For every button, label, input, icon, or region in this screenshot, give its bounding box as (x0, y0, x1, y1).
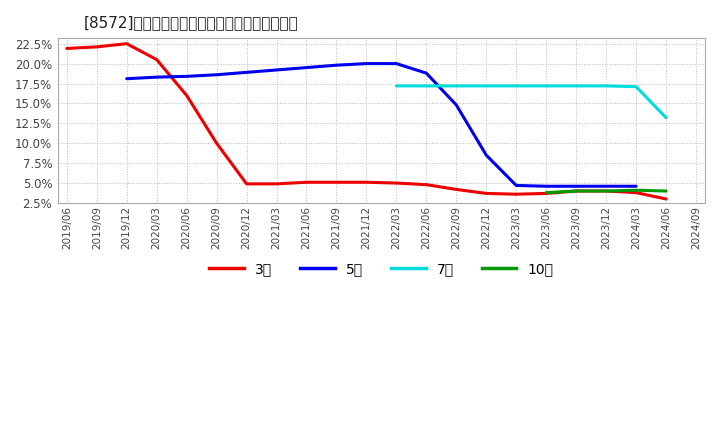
3年 (572, 188, 580, 194)
3年 (63, 46, 71, 51)
5年 (542, 183, 551, 189)
3年 (122, 41, 131, 46)
3年 (92, 44, 101, 50)
7年 (452, 83, 461, 88)
3年 (332, 180, 341, 185)
3年 (302, 180, 311, 185)
7年 (631, 84, 640, 89)
5年 (631, 183, 640, 189)
3年 (482, 191, 490, 196)
Legend: 3年, 5年, 7年, 10年: 3年, 5年, 7年, 10年 (204, 257, 559, 282)
5年 (153, 74, 161, 80)
5年 (602, 183, 611, 189)
5年 (332, 62, 341, 68)
3年 (452, 187, 461, 192)
10年 (542, 190, 551, 195)
10年 (631, 187, 640, 193)
5年 (512, 183, 521, 188)
5年 (482, 153, 490, 158)
Line: 3年: 3年 (67, 44, 666, 199)
Line: 7年: 7年 (397, 86, 666, 118)
3年 (602, 188, 611, 194)
Line: 5年: 5年 (127, 64, 636, 186)
7年 (422, 83, 431, 88)
3年 (153, 57, 161, 62)
Text: [8572]　当期純利益マージンの標準偶差の推移: [8572] 当期純利益マージンの標準偶差の推移 (84, 15, 299, 30)
3年 (631, 190, 640, 195)
5年 (272, 67, 281, 73)
3年 (512, 191, 521, 197)
3年 (422, 182, 431, 187)
10年 (662, 188, 670, 194)
3年 (242, 181, 251, 187)
7年 (542, 83, 551, 88)
7年 (572, 83, 580, 88)
5年 (242, 70, 251, 75)
3年 (392, 180, 401, 186)
5年 (212, 72, 221, 77)
5年 (422, 70, 431, 76)
3年 (662, 196, 670, 202)
3年 (182, 93, 191, 98)
Line: 10年: 10年 (546, 190, 666, 193)
3年 (542, 191, 551, 196)
5年 (452, 103, 461, 108)
5年 (362, 61, 371, 66)
7年 (482, 83, 490, 88)
3年 (212, 141, 221, 146)
7年 (392, 83, 401, 88)
5年 (182, 73, 191, 79)
5年 (122, 76, 131, 81)
10年 (602, 188, 611, 194)
3年 (272, 181, 281, 187)
7年 (662, 115, 670, 121)
10年 (572, 188, 580, 194)
7年 (602, 83, 611, 88)
5年 (572, 183, 580, 189)
5年 (392, 61, 401, 66)
5年 (302, 65, 311, 70)
3年 (362, 180, 371, 185)
7年 (512, 83, 521, 88)
